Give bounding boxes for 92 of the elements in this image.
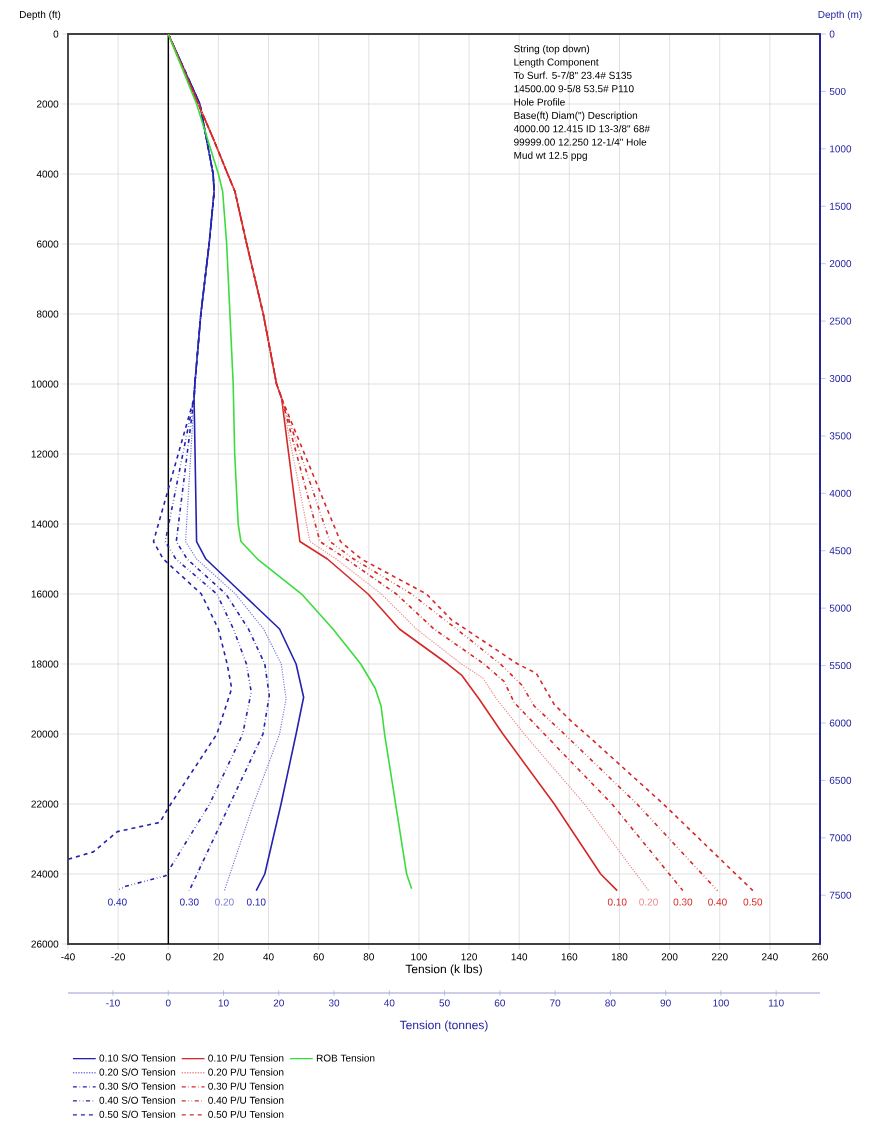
- annotation: 99999.00 12.250 12-1/4" Hole: [514, 138, 647, 146]
- annotation: 0.30: [673, 898, 693, 906]
- x2-tick-label: 40: [383, 999, 395, 1007]
- y-axis-title: Depth (ft): [19, 10, 61, 20]
- legend-label: 0.10 S/O Tension: [99, 1054, 176, 1062]
- y2-tick-label: 3000: [829, 374, 852, 383]
- x-tick-label: 20: [213, 953, 224, 961]
- annotation: 0.50: [743, 898, 763, 906]
- legend-label: 0.50 S/O Tension: [99, 1110, 176, 1118]
- x-tick-label: -20: [111, 953, 125, 961]
- y2-tick-label: 7000: [829, 834, 852, 842]
- y-tick-label: 2000: [36, 100, 59, 108]
- x-tick-label: 0: [165, 953, 171, 961]
- x-tick-label: 80: [363, 953, 374, 961]
- x-tick-label: 100: [411, 953, 427, 961]
- annotation: 0.30: [179, 898, 199, 906]
- y2-tick-label: 4000: [829, 489, 852, 497]
- x-tick-label: 60: [313, 953, 324, 961]
- x-tick-label: 140: [511, 953, 528, 961]
- y-tick-label: 18000: [31, 660, 59, 668]
- legend-label: ROB Tension: [316, 1054, 375, 1062]
- legend-label: 0.20 S/O Tension: [99, 1068, 176, 1076]
- legend-label: 0.40 P/U Tension: [208, 1096, 284, 1104]
- annotation: 0.10: [607, 898, 627, 906]
- legend-label: 0.10 P/U Tension: [208, 1054, 284, 1062]
- y-tick-label: 12000: [31, 450, 59, 458]
- y2-tick-label: 2500: [829, 317, 852, 325]
- y2-tick-label: 1000: [830, 145, 852, 153]
- legend-label: 0.50 P/U Tension: [208, 1110, 284, 1118]
- y2-tick-label: 3500: [829, 432, 852, 440]
- y2-tick-label: 5000: [829, 604, 852, 612]
- legend-label: 0.30 S/O Tension: [99, 1082, 176, 1090]
- y2-tick-label: 1500: [830, 202, 852, 210]
- annotation: 0.20: [215, 898, 234, 906]
- y2-axis-title: Depth (m): [818, 10, 862, 20]
- x-axis-title: Tension (k lbs): [405, 964, 482, 976]
- y-tick-label: 10000: [31, 380, 59, 388]
- annotation: To Surf. 5-7/8" 23.4# S135: [513, 71, 632, 79]
- x2-tick-label: 100: [713, 999, 729, 1007]
- annotation: Base(ft) Diam(") Description: [514, 111, 638, 121]
- x2-tick-label: 110: [768, 999, 784, 1007]
- annotation: 0.10: [246, 898, 266, 906]
- annotation: 0.20: [639, 898, 658, 906]
- y-tick-label: 0: [53, 30, 59, 38]
- annotation: String (top down): [514, 44, 590, 55]
- x-tick-label: -40: [61, 953, 75, 961]
- y-tick-label: 20000: [31, 730, 59, 738]
- y2-tick-label: 6500: [829, 776, 852, 784]
- y-tick-label: 24000: [31, 870, 59, 878]
- x2-tick-label: 50: [439, 999, 450, 1007]
- annotation: Length Component: [514, 58, 599, 68]
- legend-label: 0.20 P/U Tension: [208, 1068, 284, 1076]
- y-tick-label: 22000: [31, 800, 59, 808]
- x2-axis-title: Tension (tonnes): [399, 1020, 488, 1032]
- y-tick-label: 26000: [31, 940, 59, 948]
- y-tick-label: 8000: [36, 310, 59, 318]
- legend-label: 0.40 S/O Tension: [99, 1096, 176, 1104]
- y-tick-label: 6000: [36, 240, 59, 248]
- annotation: Mud wt 12.5 ppg: [514, 151, 587, 161]
- x-tick-label: 160: [561, 953, 578, 961]
- x-tick-label: 220: [711, 953, 728, 961]
- annotation: Hole Profile: [514, 98, 565, 106]
- x2-tick-label: 30: [328, 999, 340, 1007]
- x-tick-label: 120: [461, 953, 478, 961]
- x2-tick-label: 60: [494, 999, 506, 1007]
- y2-tick-label: 0: [829, 30, 835, 38]
- x2-tick-label: 70: [550, 999, 561, 1007]
- y-tick-label: 14000: [31, 520, 59, 528]
- x-tick-label: 200: [661, 953, 678, 961]
- x2-tick-label: 90: [660, 999, 671, 1007]
- x-tick-label: 180: [611, 953, 628, 961]
- y2-tick-label: 500: [829, 87, 846, 95]
- x2-tick-label: 10: [218, 999, 229, 1007]
- y2-tick-label: 5500: [829, 662, 852, 670]
- x-tick-label: 260: [812, 953, 828, 961]
- y2-tick-label: 7500: [829, 891, 852, 899]
- x-tick-label: 240: [762, 953, 778, 961]
- y-tick-label: 16000: [31, 590, 59, 598]
- y2-tick-label: 6000: [829, 719, 852, 727]
- legend-label: 0.30 P/U Tension: [208, 1082, 284, 1090]
- x2-tick-label: 80: [605, 999, 616, 1007]
- annotation: 4000.00 12.415 ID 13-3/8" 68#: [513, 124, 650, 133]
- annotation: 0.40: [708, 898, 727, 906]
- y2-tick-label: 2000: [829, 260, 852, 268]
- x2-tick-label: 0: [165, 999, 171, 1007]
- x2-tick-label: -10: [106, 999, 120, 1007]
- annotation: 0.40: [108, 898, 127, 906]
- y2-tick-label: 4500: [829, 547, 852, 555]
- y-tick-label: 4000: [36, 170, 59, 178]
- x-tick-label: 40: [263, 953, 274, 961]
- annotation: 14500.00 9-5/8 53.5# P110: [514, 84, 634, 93]
- x2-tick-label: 20: [273, 999, 284, 1007]
